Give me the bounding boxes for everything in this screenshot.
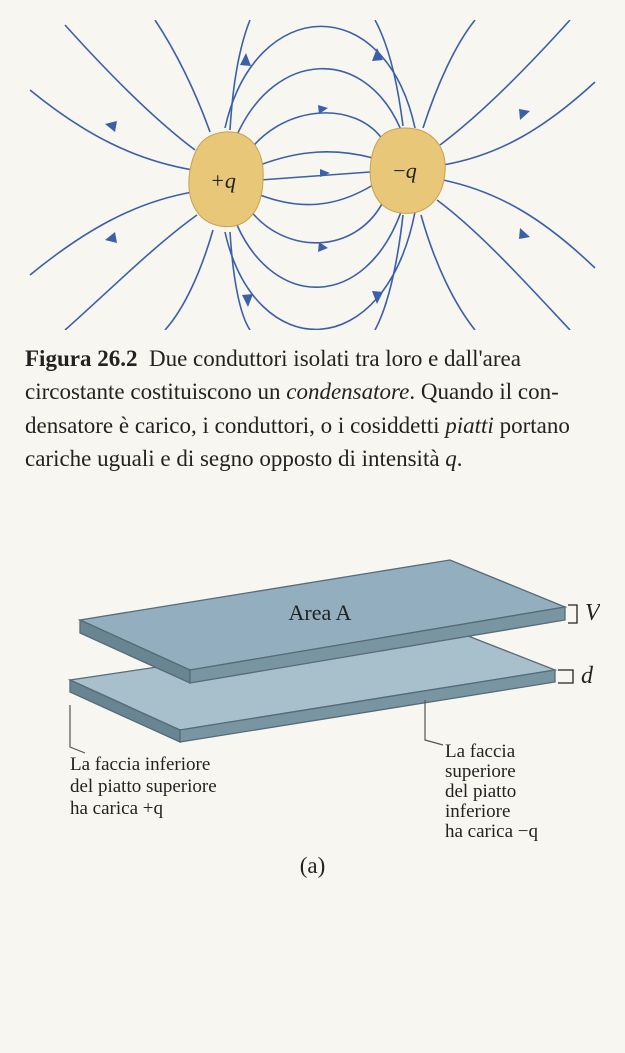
positive-charge-label: +q xyxy=(210,168,236,193)
field-lines-figure: +q −q xyxy=(25,20,600,330)
caption-part-3: piatti xyxy=(445,413,494,438)
d-label: d xyxy=(581,663,594,689)
v-label: V xyxy=(585,600,600,626)
left-annotation: La faccia inferiore del piatto superiore… xyxy=(70,754,221,819)
field-lines-svg: +q −q xyxy=(25,20,600,330)
v-bracket xyxy=(568,605,577,623)
subfigure-label: (a) xyxy=(25,853,600,879)
caption-part-1: condensatore xyxy=(286,379,409,404)
parallel-plate-svg: Area A V d La faccia inferiore del piatt… xyxy=(25,505,600,845)
d-bracket xyxy=(558,670,573,683)
negative-charge-label: −q xyxy=(393,158,416,183)
area-label: Area A xyxy=(289,600,352,625)
negative-conductor: −q xyxy=(370,128,445,213)
figure-label: Figura 26.2 xyxy=(25,346,137,371)
caption-part-6: . xyxy=(457,446,463,471)
parallel-plate-figure: Area A V d La faccia inferiore del piatt… xyxy=(25,505,600,845)
field-arrows xyxy=(105,48,530,307)
right-annotation: La faccia superiore del piatto inferiore… xyxy=(445,741,538,842)
figure-caption: Figura 26.2 Due conduttori isolati tra l… xyxy=(25,342,600,475)
caption-part-5: q xyxy=(445,446,457,471)
field-lines xyxy=(30,20,595,330)
positive-conductor: +q xyxy=(189,132,263,227)
